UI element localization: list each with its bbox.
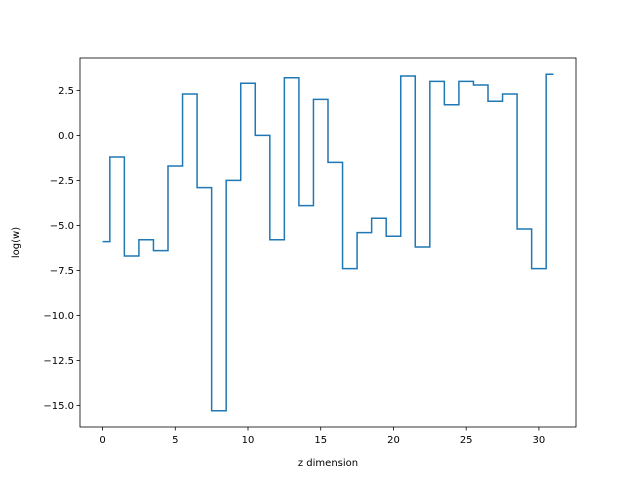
axes-frame (79, 57, 577, 428)
y-tick-label: −5.0 (50, 221, 74, 232)
y-tick-label: 0.0 (58, 131, 74, 142)
x-tick-label: 15 (314, 435, 327, 446)
x-tick-label: 10 (242, 435, 255, 446)
y-tick-label: −15.0 (43, 401, 74, 412)
y-tick-label: −10.0 (43, 311, 74, 322)
x-tick-label: 20 (387, 435, 400, 446)
x-axis-label: z dimension (298, 458, 358, 469)
x-tick-label: 5 (172, 435, 178, 446)
series-line-0 (102, 73, 554, 412)
x-tick-label: 30 (533, 435, 546, 446)
y-tick-label: −7.5 (50, 266, 74, 277)
y-tick-label: −2.5 (50, 176, 74, 187)
y-tick-label: −12.5 (43, 356, 74, 367)
plot-area (102, 73, 554, 412)
y-axis-label: log(w) (11, 227, 22, 258)
x-tick-label: 25 (460, 435, 473, 446)
ticks: 0 5 10 15 20 25 30 2.5 0.0 −2.5 −5.0 −7.5 −10.0 −12.5… (43, 86, 545, 446)
y-tick-label: 2.5 (58, 86, 74, 97)
x-tick-label: 0 (99, 435, 105, 446)
